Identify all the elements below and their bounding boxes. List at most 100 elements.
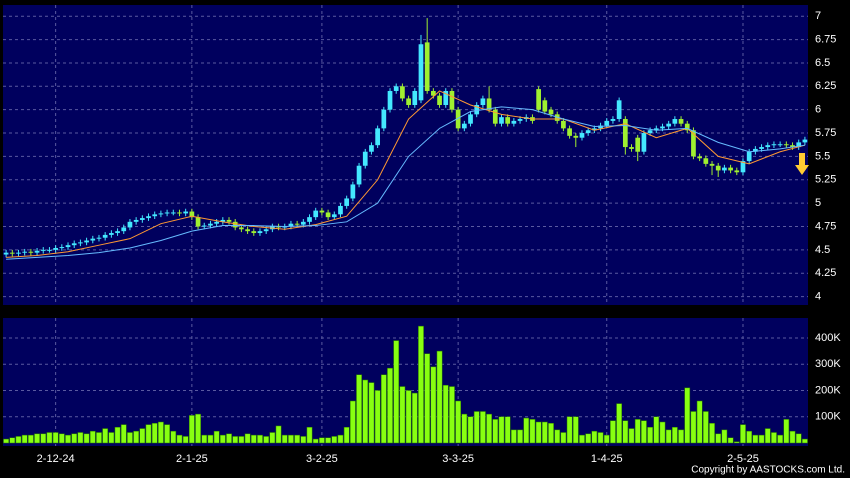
- volume-bar: [52, 432, 59, 444]
- volume-bar: [331, 436, 338, 444]
- candle-body: [585, 130, 591, 134]
- volume-bar: [449, 386, 455, 444]
- volume-bar: [492, 419, 499, 444]
- volume-panel: [3, 318, 808, 446]
- x-tick-label: 2-12-24: [37, 453, 75, 465]
- volume-bar: [71, 433, 78, 444]
- volume-bar: [83, 433, 90, 444]
- volume-bar: [114, 426, 121, 444]
- volume-bar: [740, 424, 746, 444]
- candle-body: [598, 125, 603, 129]
- volume-bar: [325, 437, 331, 444]
- volume-bar: [529, 419, 536, 444]
- volume-bar: [597, 432, 604, 444]
- x-tick-label: 2-5-25: [727, 453, 759, 465]
- volume-bar: [480, 411, 486, 444]
- candle-body: [629, 147, 634, 149]
- candle-body: [616, 100, 622, 120]
- candle-body: [3, 252, 9, 255]
- volume-bar: [672, 426, 678, 444]
- volume-bar: [709, 423, 715, 444]
- volume-bar: [288, 434, 294, 444]
- volume-bar: [548, 423, 554, 444]
- candle-body: [387, 90, 393, 110]
- candle-body: [561, 120, 566, 129]
- candle-body: [16, 252, 21, 254]
- candle-body: [350, 184, 356, 199]
- candle-body: [678, 119, 684, 124]
- volume-bar: [802, 438, 808, 444]
- y-tick-label: 100K: [815, 411, 841, 423]
- volume-bar: [733, 441, 740, 444]
- candle-body: [393, 86, 399, 91]
- candle-body: [759, 147, 764, 149]
- volume-bar: [795, 433, 802, 444]
- x-tick-label: 3-2-25: [306, 453, 338, 465]
- candle-body: [449, 90, 455, 110]
- candle-body: [406, 98, 411, 105]
- candle-body: [474, 105, 480, 115]
- candle-body: [400, 86, 405, 99]
- volume-bar: [591, 430, 598, 444]
- volume-bar: [28, 434, 34, 444]
- candle-body: [152, 214, 158, 217]
- y-tick-label: 4.75: [815, 220, 836, 232]
- candle-body: [455, 109, 461, 129]
- volume-bar: [15, 436, 22, 444]
- candle-body: [511, 120, 517, 124]
- volume-bar: [133, 430, 139, 444]
- candle-body: [47, 249, 52, 251]
- volume-bar: [758, 434, 765, 444]
- candle-body: [672, 119, 678, 124]
- volume-bar: [572, 416, 579, 444]
- volume-bar: [418, 325, 424, 444]
- volume-bar: [622, 420, 629, 444]
- candle-body: [492, 109, 498, 124]
- volume-bar: [659, 421, 666, 444]
- volume-bar: [504, 416, 511, 444]
- volume-bar: [628, 428, 635, 444]
- candle-body: [567, 128, 572, 136]
- candle-body: [65, 245, 71, 248]
- volume-bar: [616, 403, 622, 444]
- candle-body: [653, 128, 659, 131]
- candle-body: [480, 98, 486, 105]
- candle-body: [740, 161, 746, 173]
- volume-bar: [356, 374, 362, 444]
- volume-bar: [120, 424, 127, 444]
- candle-body: [802, 139, 808, 143]
- volume-bar: [77, 432, 84, 444]
- volume-bar: [102, 428, 109, 444]
- volume-bar: [232, 436, 239, 444]
- volume-bar: [374, 390, 381, 444]
- candle-body: [133, 219, 139, 222]
- volume-bar: [96, 432, 102, 444]
- candle-body: [777, 144, 783, 146]
- volume-bar: [393, 340, 400, 444]
- candle-body: [666, 123, 672, 127]
- candle-body: [579, 133, 585, 138]
- volume-bar: [690, 411, 697, 444]
- volume-bar: [219, 434, 226, 444]
- volume-bar: [158, 421, 164, 444]
- candle-body: [109, 233, 114, 235]
- mark-layer: [3, 18, 808, 444]
- candle-body: [728, 167, 733, 171]
- volume-bar: [182, 436, 189, 444]
- candle-body: [753, 148, 758, 152]
- candle-body: [28, 251, 34, 253]
- candle-body: [369, 145, 374, 152]
- candle-body: [90, 238, 96, 241]
- volume-bar: [269, 432, 276, 444]
- candle-body: [146, 216, 151, 219]
- candle-body: [177, 212, 182, 214]
- volume-bar: [350, 400, 356, 444]
- candle-body: [208, 223, 213, 226]
- volume-bar: [783, 419, 790, 444]
- volume-bar: [789, 430, 796, 444]
- volume-bar: [442, 384, 449, 444]
- candle-body: [375, 128, 380, 146]
- candle-body: [53, 247, 58, 250]
- volume-bar: [170, 430, 177, 444]
- candle-body: [245, 229, 250, 232]
